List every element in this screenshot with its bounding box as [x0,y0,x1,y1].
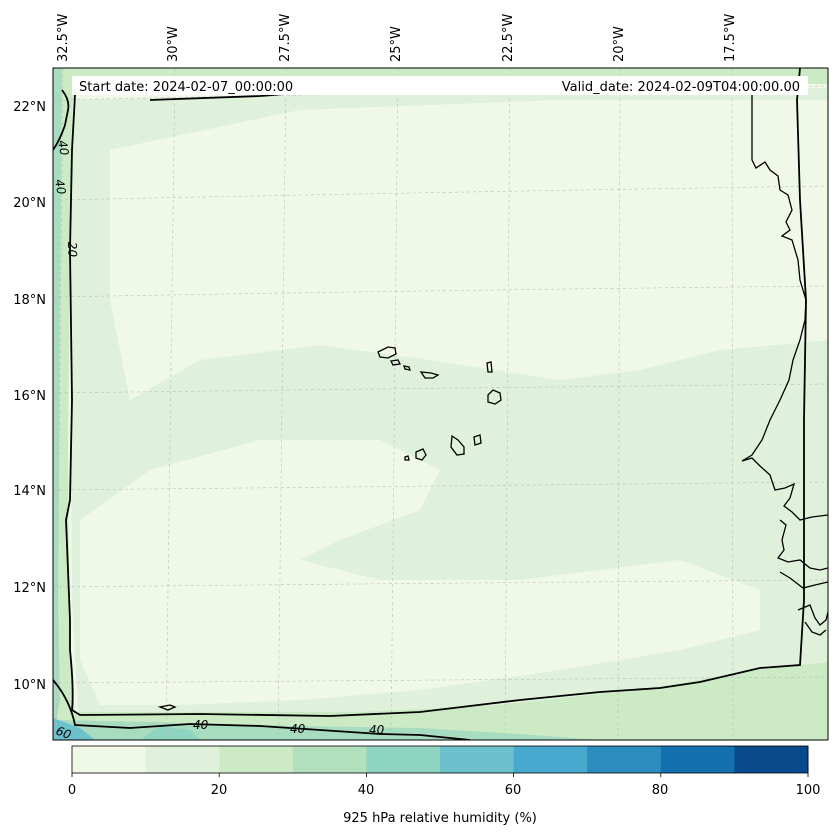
map-frame [52,67,829,741]
colorbar-tick-label-60: 60 [505,783,522,798]
lon-label-25w: 25°W [389,26,404,62]
colorbar: 0 20 40 60 80 100 925 hPa relative humid… [68,745,821,826]
island-sao-nicolau [419,371,440,379]
colorbar-tick-label-100: 100 [796,783,821,798]
colorbar-cell [440,746,515,773]
lat-label-10n: 10°N [13,678,46,693]
contour-label-40-bottom-b: 40 [290,722,306,736]
lon-label-17.5w: 17.5°W [723,14,738,62]
island-brava [404,455,410,461]
colorbar-cell [513,746,588,773]
colorbar-cell [72,746,147,773]
humidity-field-corner-dark [53,718,95,740]
contour-label-40-left: 40 [52,178,69,196]
humidity-field-light-patch [510,418,660,535]
lat-label-18n: 18°N [13,293,46,308]
colorbar-frame [71,745,809,774]
colorbar-cell [366,746,441,773]
colorbar-tick-label-80: 80 [652,783,669,798]
contour-label-40-top-left: 40 [55,139,72,157]
island-maio [473,434,482,446]
contour-label-40-bottom-a: 40 [193,718,209,732]
islet-bottom [157,704,177,711]
lon-label-27.5w: 27.5°W [278,14,293,62]
lon-label-32.5w: 32.5°W [56,14,71,62]
colorbar-cell [145,746,220,773]
colorbar-tick-label-20: 20 [211,783,228,798]
contour-40-bottom [53,679,471,740]
lon-label-30w: 30°W [166,26,181,62]
contour-20-main [65,68,807,717]
start-date-text: Start date: 2024-02-07_00:00:00 [79,80,293,95]
colorbar-cell [734,746,809,773]
island-sao-vicente [390,359,401,366]
humidity-field-outer [53,68,828,740]
lon-label-20w: 20°W [612,26,627,62]
island-santiago [450,434,465,456]
colorbar-cell [660,746,735,773]
island-santa-luzia [403,365,411,371]
colorbar-tick-labels: 0 20 40 60 80 100 [68,783,821,798]
island-sal [486,361,493,373]
colorbar-tick-label-40: 40 [358,783,375,798]
lat-label-14n: 14°N [13,484,46,499]
humidity-field-central-light [80,440,760,705]
colorbar-cell [292,746,367,773]
contour-label-40-bottom-c: 40 [369,723,385,737]
longitude-labels: 32.5°W 30°W 27.5°W 25°W 22.5°W 20°W 17.5… [56,14,738,62]
colorbar-cell [219,746,294,773]
colorbar-tick-label-0: 0 [68,783,76,798]
island-santo-antao [377,346,397,359]
lon-label-22.5w: 22.5°W [501,14,516,62]
date-banner-background [72,76,808,95]
date-banner: Start date: 2024-02-07_00:00:00 Valid_da… [72,76,808,95]
islands [157,346,502,711]
lat-label-22n: 22°N [13,100,46,115]
contour-label-60-corner: 60 [54,724,73,743]
contour-40-left [53,89,70,151]
map-panel [53,68,828,740]
humidity-field-bottom-spot [140,726,200,740]
colorbar-ticks [71,773,809,777]
colorbar-cell [587,746,662,773]
lat-label-12n: 12°N [13,581,46,596]
island-fogo [415,448,427,461]
latitude-labels: 22°N 20°N 18°N 16°N 14°N 12°N 10°N [13,100,46,693]
contour-labels: 40 40 20 40 40 40 60 [52,139,385,742]
colorbar-label: 925 hPa relative humidity (%) [343,811,537,826]
contour-label-20-left: 20 [65,242,80,258]
lat-label-16n: 16°N [13,389,46,404]
colorbar-cells [72,746,809,773]
african-coastline [741,90,828,636]
island-boa-vista [487,389,502,405]
lat-label-20n: 20°N [13,196,46,211]
humidity-field-corner [53,68,62,740]
graticule [53,68,828,740]
valid-date-text: Valid_date: 2024-02-09T04:00:00.00 [562,80,800,95]
